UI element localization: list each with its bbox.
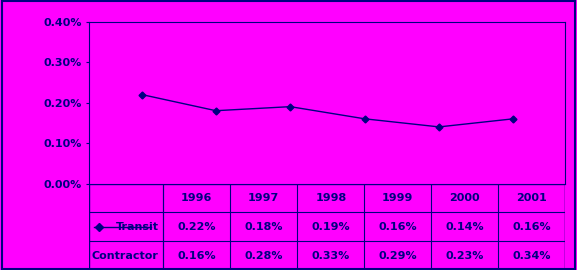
Text: 1997: 1997 xyxy=(248,193,279,203)
Text: 2001: 2001 xyxy=(516,193,548,203)
Text: 0.28%: 0.28% xyxy=(245,251,283,261)
Text: 0.34%: 0.34% xyxy=(513,251,551,261)
Text: 0.22%: 0.22% xyxy=(178,222,216,232)
Text: Contractor: Contractor xyxy=(92,251,159,261)
Text: 1996: 1996 xyxy=(181,193,212,203)
Text: 0.16%: 0.16% xyxy=(177,251,216,261)
Text: Transit: Transit xyxy=(115,222,159,232)
Text: 1999: 1999 xyxy=(382,193,414,203)
Text: 2000: 2000 xyxy=(449,193,480,203)
Text: 0.18%: 0.18% xyxy=(245,222,283,232)
Text: 0.23%: 0.23% xyxy=(445,251,484,261)
Text: 0.14%: 0.14% xyxy=(445,222,484,232)
Text: 0.33%: 0.33% xyxy=(312,251,350,261)
Text: 0.19%: 0.19% xyxy=(312,222,350,232)
Text: 0.16%: 0.16% xyxy=(379,222,417,232)
Text: 1998: 1998 xyxy=(315,193,346,203)
Text: 0.16%: 0.16% xyxy=(512,222,551,232)
Text: 0.29%: 0.29% xyxy=(379,251,417,261)
